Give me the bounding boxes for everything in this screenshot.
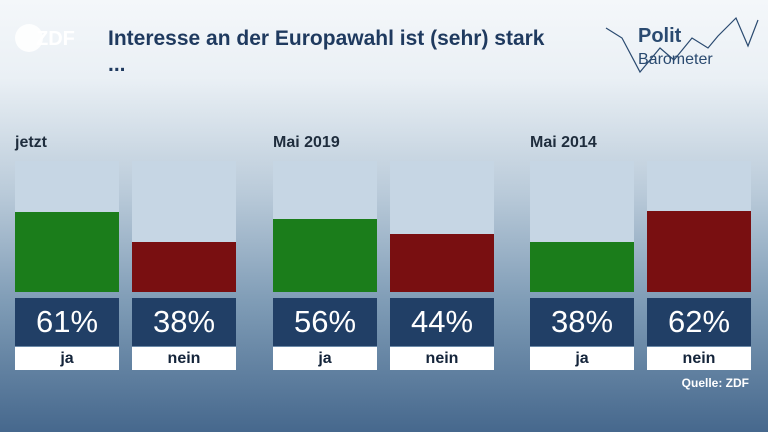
bar-track	[132, 161, 236, 292]
group-label: jetzt	[15, 134, 47, 151]
bar-track	[273, 161, 377, 292]
category-label: ja	[15, 347, 119, 370]
bar-track	[390, 161, 494, 292]
zdf-logo-text: ZDF	[36, 28, 75, 50]
bar-track	[647, 161, 751, 292]
category-label: ja	[273, 347, 377, 370]
value-label: 62%	[647, 298, 751, 346]
politbarometer-word-1: Polit	[638, 25, 682, 47]
chart-title: Interesse an der Europawahl ist (sehr) s…	[108, 27, 545, 76]
value-label: 56%	[273, 298, 377, 346]
group-label: Mai 2014	[530, 134, 597, 151]
category-label: ja	[530, 347, 634, 370]
zdf-logo: ZDF	[15, 24, 75, 52]
politbarometer-word-2: Barometer	[638, 51, 713, 68]
category-label: nein	[390, 347, 494, 370]
bar-ja	[273, 218, 377, 292]
value-label: 44%	[390, 298, 494, 346]
bar-track	[15, 161, 119, 292]
bar-nein	[647, 210, 751, 292]
group-label: Mai 2019	[273, 134, 340, 151]
bar-nein	[132, 242, 236, 292]
bar-track	[530, 161, 634, 292]
value-label: 38%	[132, 298, 236, 346]
value-label: 61%	[15, 298, 119, 346]
value-label: 38%	[530, 298, 634, 346]
politbarometer-logo: Polit Barometer	[605, 16, 759, 74]
category-label: nein	[132, 347, 236, 370]
bar-nein	[390, 234, 494, 292]
bar-ja	[530, 242, 634, 292]
bar-ja	[15, 212, 119, 292]
category-label: nein	[647, 347, 751, 370]
source-note: Quelle: ZDF	[681, 376, 749, 390]
